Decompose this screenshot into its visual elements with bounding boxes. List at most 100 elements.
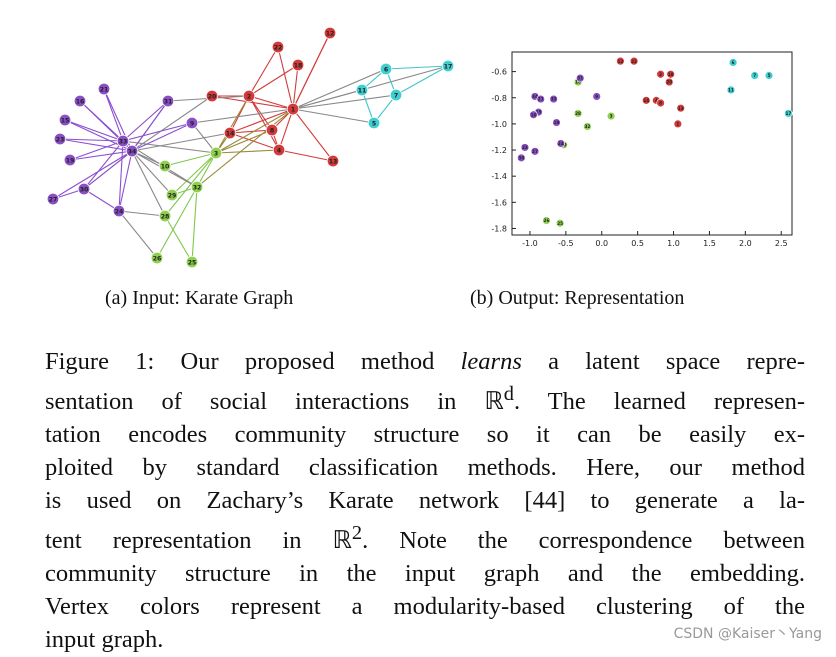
graph-edge bbox=[196, 108, 294, 188]
graph-node: 20 bbox=[205, 89, 219, 103]
graph-edge bbox=[248, 95, 294, 110]
graph-node: 7 bbox=[389, 88, 403, 102]
scatter-point: 32 bbox=[583, 122, 592, 131]
scatter-point: 23 bbox=[520, 143, 530, 152]
scatter-point-label: 13 bbox=[678, 106, 684, 111]
graph-edge bbox=[171, 152, 217, 196]
scatter-point-marker bbox=[656, 70, 665, 79]
scatter-point: 16 bbox=[529, 110, 538, 119]
y-tick-label: -1.4 bbox=[491, 172, 507, 181]
y-tick-label: -1.8 bbox=[491, 224, 507, 233]
scatter-point-label: 23 bbox=[522, 145, 528, 150]
graph-node-label: 20 bbox=[208, 93, 217, 100]
graph-edge bbox=[69, 140, 124, 161]
graph-edge bbox=[118, 150, 133, 212]
scatter-point-marker bbox=[642, 96, 651, 105]
graph-edge bbox=[278, 108, 294, 151]
graph-node-circle bbox=[158, 209, 172, 223]
graph-edge bbox=[395, 65, 449, 96]
graph-node: 1 bbox=[286, 102, 300, 116]
scatter-point: 9 bbox=[592, 92, 601, 101]
graph-edge bbox=[131, 95, 213, 152]
graph-edge bbox=[83, 150, 133, 190]
caption-line-7: community structure in the input graph a… bbox=[45, 560, 805, 588]
x-tick-label: 2.5 bbox=[775, 239, 788, 248]
scatter-point: 19 bbox=[552, 118, 561, 127]
caption-line-4: ploited by standard classification metho… bbox=[45, 454, 805, 482]
graph-node: 13 bbox=[326, 154, 340, 168]
graph-edge bbox=[248, 46, 279, 97]
graph-edge bbox=[131, 150, 166, 217]
x-tick-label: -1.0 bbox=[522, 239, 538, 248]
scatter-point-label: 19 bbox=[554, 120, 560, 125]
graph-edge bbox=[248, 95, 280, 151]
graph-edge bbox=[131, 122, 193, 152]
caption-line-2a: sentation of social interactions in bbox=[45, 388, 485, 416]
scatter-point: 22 bbox=[629, 56, 639, 66]
scatter-point-marker bbox=[764, 71, 774, 80]
graph-node-label: 10 bbox=[161, 163, 170, 170]
graph-node-circle bbox=[150, 251, 164, 265]
caption-line-1: a latent space repre- bbox=[521, 348, 805, 375]
graph-node: 4 bbox=[272, 143, 286, 157]
graph-node-circle bbox=[58, 113, 72, 127]
scatter-point-label: 18 bbox=[668, 72, 674, 77]
graph-node-circle bbox=[209, 146, 223, 160]
scatter-point-marker bbox=[629, 56, 639, 66]
scatter-point-marker bbox=[665, 77, 674, 87]
scatter-point-label: 30 bbox=[518, 155, 524, 160]
scatter-point-label: 4 bbox=[655, 98, 658, 103]
graph-node: 22 bbox=[271, 40, 285, 54]
scatter-point-label: 32 bbox=[584, 124, 590, 129]
scatter-point: 13 bbox=[676, 104, 685, 113]
graph-edge bbox=[156, 186, 198, 259]
scatter-points: 1222218201448131675111731032282926253193… bbox=[517, 56, 793, 228]
graph-edge bbox=[215, 95, 250, 154]
y-tick-label: -0.8 bbox=[491, 94, 507, 103]
scatter-point-marker bbox=[556, 139, 566, 148]
graph-node: 14 bbox=[223, 126, 237, 140]
graph-edge bbox=[59, 138, 133, 152]
scatter-point-marker bbox=[616, 56, 625, 66]
graph-node-label: 28 bbox=[161, 213, 170, 220]
graph-edge bbox=[122, 122, 193, 142]
graph-edge bbox=[215, 149, 280, 154]
graph-node-label: 8 bbox=[270, 127, 274, 134]
graph-node-label: 3 bbox=[214, 150, 218, 157]
scatter-point: 3 bbox=[606, 111, 616, 121]
graph-node: 27 bbox=[46, 192, 60, 206]
scatter-point: 21 bbox=[536, 94, 545, 104]
graph-node-circle bbox=[73, 94, 87, 108]
graph-node: 33 bbox=[116, 134, 130, 148]
scatter-point-marker bbox=[520, 143, 530, 152]
scatter-point-marker bbox=[555, 219, 565, 228]
graph-node-circle bbox=[242, 89, 256, 103]
graph-node: 8 bbox=[265, 123, 279, 137]
graph-node-circle bbox=[223, 126, 237, 140]
scatter-point-label: 26 bbox=[544, 218, 550, 223]
graph-edge bbox=[164, 215, 193, 263]
graph-node: 9 bbox=[185, 116, 199, 130]
graph-node-circle bbox=[367, 116, 381, 130]
dimension-superscript: d bbox=[503, 383, 514, 405]
scatter-point-label: 2 bbox=[659, 72, 662, 77]
graph-node-label: 17 bbox=[444, 63, 453, 70]
graph-node-circle bbox=[271, 40, 285, 54]
subfigure-a-caption: (a) Input: Karate Graph bbox=[105, 287, 294, 309]
graph-node-label: 22 bbox=[274, 44, 283, 51]
graph-edge bbox=[248, 64, 299, 97]
caption-line-8: Vertex colors represent a modularity-bas… bbox=[45, 593, 805, 621]
scatter-point: 17 bbox=[784, 109, 793, 118]
graph-node-label: 7 bbox=[394, 92, 398, 99]
scatter-point: 7 bbox=[750, 71, 759, 80]
graph-node-circle bbox=[190, 180, 204, 194]
scatter-point-marker bbox=[542, 216, 551, 225]
graph-node-label: 16 bbox=[76, 98, 85, 105]
graph-node-circle bbox=[323, 26, 337, 40]
scatter-point-marker bbox=[549, 94, 558, 104]
graph-node-circle bbox=[112, 204, 126, 218]
graph-edge bbox=[118, 210, 158, 259]
graph-edge bbox=[229, 132, 280, 151]
scatter-point-marker bbox=[592, 92, 601, 101]
scatter-point-marker bbox=[606, 111, 616, 121]
